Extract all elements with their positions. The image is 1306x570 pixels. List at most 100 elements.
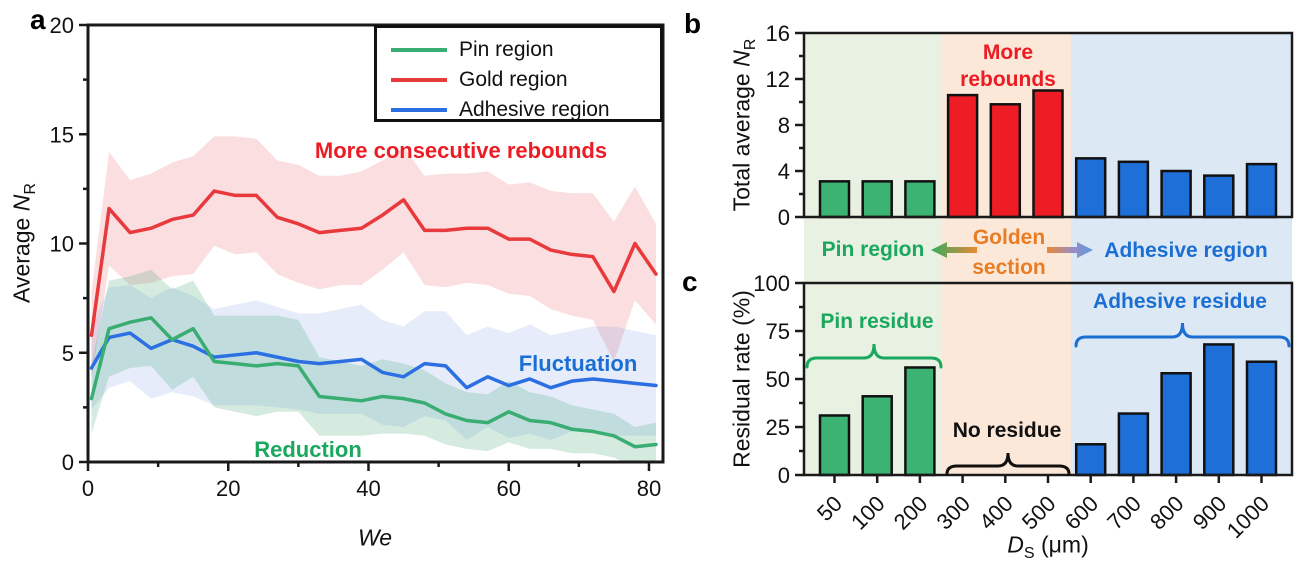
adhesive-residue-brace: [1074, 322, 1291, 348]
panel-c-x-tick-label: 800: [1145, 491, 1189, 535]
panel-b-y-title-sub: R: [741, 38, 760, 51]
annotation-more-consecutive-rebounds: More consecutive rebounds: [314, 138, 608, 163]
panel-a-y-title-var: N: [8, 194, 35, 212]
strip-label-adhesive-region: Adhesive region: [1104, 239, 1268, 262]
panel-b-bar-400: [989, 103, 1022, 219]
panel-c-x-axis-title: DS (μm): [1007, 531, 1089, 563]
panel-b-bar-800: [1160, 169, 1192, 219]
panel-a-x-tick-label: 20: [216, 476, 240, 501]
panel-a-plot-area: [89, 136, 658, 462]
legend-item-pin: Pin region: [391, 35, 660, 65]
panel-b-y-tick-label: 4: [778, 159, 790, 184]
annotation-no-residue: No residue: [952, 419, 1062, 442]
panel-c-y-tick-label: 100: [753, 271, 790, 296]
panel-b-bar-100: [861, 180, 893, 219]
panel-c-y-tick-label: 25: [766, 415, 790, 440]
panel-b-y-title-text: Total average: [728, 66, 755, 212]
legend-box: Pin region Gold region Adhesive region: [374, 25, 663, 122]
band-adhesive: [91, 285, 656, 441]
panel-c-bar-700: [1117, 412, 1150, 477]
panel-a-y-tick-label: 5: [62, 341, 74, 366]
panel-c-x-tick-label: 300: [931, 491, 975, 535]
panel-b-bar-1000: [1245, 162, 1278, 219]
pin-line-swatch: [391, 48, 447, 52]
panel-c-x-tick-label: 600: [1060, 491, 1104, 535]
panel-c-x-tick-label: 200: [889, 491, 933, 535]
panel-c-y-title-text: Residual rate (%): [728, 290, 755, 468]
panel-a-y-title-sub: R: [21, 183, 40, 195]
panel-c-x-tick-label: 1000: [1222, 491, 1274, 543]
panel-b-y-axis-title: Total average NR: [728, 38, 760, 212]
panel-c-y-axis-title: Residual rate (%): [729, 290, 756, 468]
legend-label-pin: Pin region: [459, 38, 554, 61]
panel-a-y-tick-label: 10: [50, 232, 74, 257]
panel-b-label: b: [684, 8, 702, 39]
panel-c-y-tick-label: 0: [778, 463, 790, 488]
legend-item-adhesive: Adhesive region: [391, 95, 660, 125]
panel-b-y-tick-label: 8: [778, 113, 790, 138]
panel-b-y-tick-label: 12: [766, 67, 790, 92]
adhesive-line-swatch: [391, 108, 447, 112]
panel-a-x-title-var: We: [357, 524, 393, 551]
pin-residue-brace: [805, 343, 943, 369]
panel-a-label: a: [30, 4, 46, 35]
gold-line-swatch: [391, 78, 447, 82]
annotation-pin-residue: Pin residue: [820, 310, 934, 333]
panel-a-y-tick-label: 0: [62, 450, 74, 475]
panel-b-bar-300: [946, 93, 979, 219]
panel-c-bar-50: [818, 414, 851, 477]
no-residue-brace: [945, 452, 1071, 476]
panel-c-bar-1000: [1245, 360, 1278, 477]
panel-c-x-tick-label: 700: [1102, 491, 1146, 535]
annotation-reduction: Reduction: [254, 437, 362, 462]
legend-item-gold: Gold region: [391, 65, 660, 95]
panel-c-bar-100: [861, 395, 893, 477]
panel-c-x-tick-label: 50: [812, 491, 847, 526]
strip-label-golden-section: Golden section: [972, 226, 1046, 279]
panel-c-bar-900: [1203, 343, 1235, 477]
panel-a-x-tick-label: 0: [82, 476, 94, 501]
panel-a-y-tick-label: 20: [50, 13, 74, 38]
band-gold: [91, 136, 656, 379]
strip-label-pin-region: Pin region: [821, 238, 925, 261]
panel-a-y-axis-title: Average NR: [8, 183, 40, 303]
panel-c-x-title-var: D: [1007, 531, 1024, 558]
panel-a-y-tick-label: 15: [50, 122, 74, 147]
panel-b-y-tick-label: 16: [766, 21, 790, 46]
panel-c-x-tick-label: 400: [974, 491, 1018, 535]
annotation-more-rebounds: More rebounds: [960, 41, 1056, 91]
legend-label-adhesive: Adhesive region: [459, 98, 610, 121]
panel-c-x-title-sub: S: [1023, 544, 1035, 563]
line-adhesive: [89, 331, 658, 390]
panel-c-bar-200: [904, 366, 936, 477]
line-pin: [89, 316, 658, 449]
golden-to-pin-arrow: [931, 242, 977, 258]
panel-a-x-axis-title: We: [358, 525, 392, 552]
panel-c-bar-600: [1074, 443, 1107, 477]
annotation-adhesive-residue: Adhesive residue: [1093, 290, 1267, 313]
panel-b-bar-50: [818, 180, 851, 219]
line-gold: [89, 189, 658, 338]
panel-c-x-tick-label: 500: [1017, 491, 1061, 535]
panel-a-x-tick-label: 40: [356, 476, 380, 501]
panel-a-x-tick-label: 80: [637, 476, 661, 501]
panel-c-y-tick-label: 50: [766, 367, 790, 392]
panel-c-label: c: [682, 266, 698, 297]
panel-b-bar-700: [1117, 160, 1150, 219]
golden-to-adhesive-arrow: [1047, 242, 1093, 258]
panel-b-y-title-var: N: [728, 50, 755, 67]
panel-c-x-title-suffix: (μm): [1034, 531, 1089, 558]
panel-c-bar-800: [1160, 371, 1192, 477]
legend-label-gold: Gold region: [459, 68, 568, 91]
panel-b-bar-900: [1203, 174, 1235, 219]
panel-a-x-tick-label: 60: [496, 476, 520, 501]
panel-b-bar-600: [1074, 157, 1107, 219]
panel-c-y-tick-label: 75: [766, 319, 790, 344]
panel-b-bar-500: [1032, 89, 1064, 219]
panel-c-x-tick-label: 100: [846, 491, 890, 535]
annotation-fluctuation: Fluctuation: [518, 351, 638, 376]
panel-a-y-title-text: Average: [8, 211, 35, 303]
panel-b-bar-200: [904, 180, 936, 219]
